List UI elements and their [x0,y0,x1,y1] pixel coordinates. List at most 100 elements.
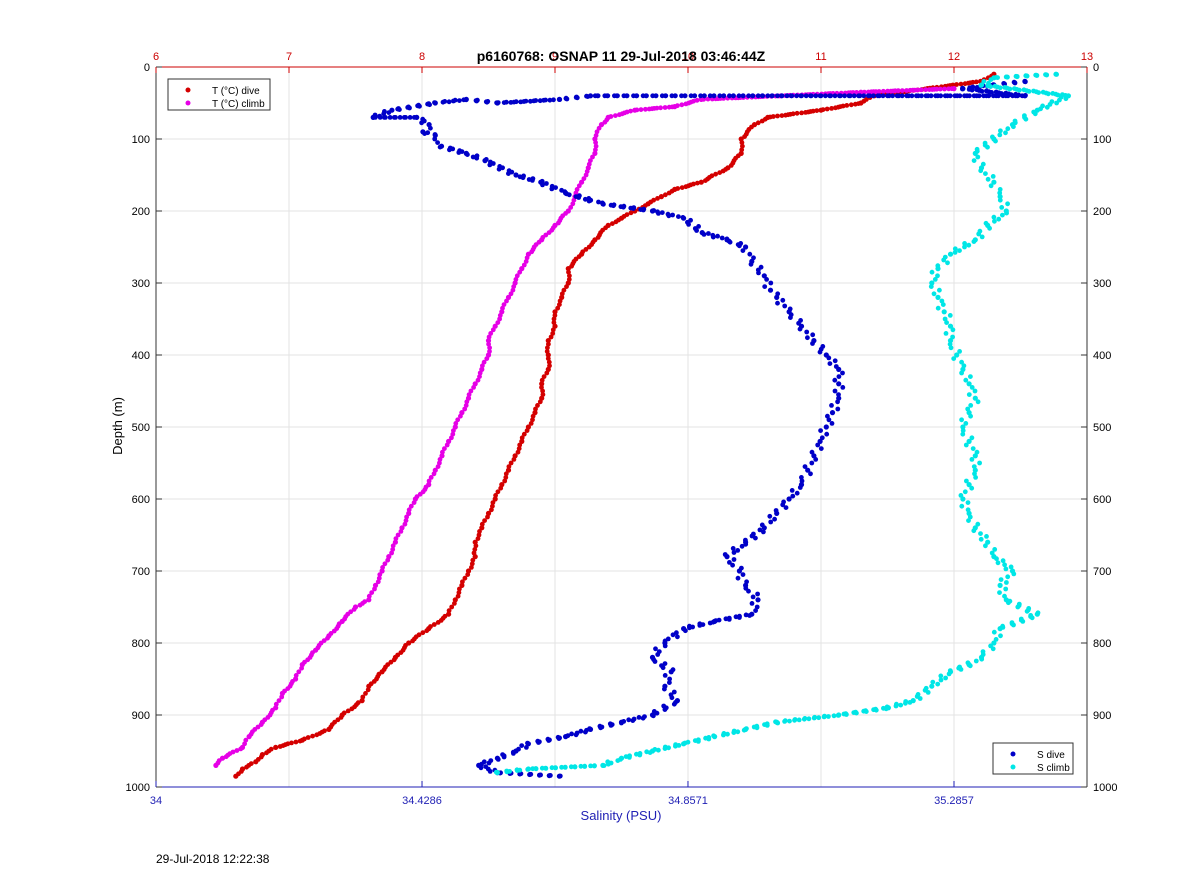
s-dive-point [818,428,823,433]
legend-salinity-box [992,742,1074,775]
s-climb-point [572,764,578,770]
t-dive-point [326,726,332,733]
s-dive-point [846,93,852,99]
y-tick-label-right: 200 [1093,206,1111,218]
s-dive-point [743,541,749,547]
s-climb-point [985,539,991,545]
s-dive-point [719,235,725,241]
t-dive-point [305,735,311,740]
t-dive-point [519,438,525,444]
s-dive-point [761,525,767,531]
t-climb-point [435,464,441,469]
t-dive-point [566,269,571,275]
t-climb-point [428,475,434,480]
plot-area: 0 0 100 100 200 200 300 300 400 400 500 500 600 600 70… [126,51,1118,807]
s-dive-point [563,734,569,740]
t-climb-point [885,88,890,94]
t-climb-point [596,125,602,131]
s-dive-point [736,93,742,99]
s-climb-point [943,331,949,336]
s-dive-point [511,751,516,756]
t-dive-point [521,431,527,437]
s-climb-point [741,727,747,733]
t-climb-point [583,172,589,178]
s-dive-point [829,410,836,416]
t-dive-point [366,683,372,689]
s-dive-point [530,178,535,183]
s-dive-point [549,186,555,192]
s-climb-point [592,763,597,769]
s-climb-point [615,758,621,763]
t-climb-point [628,108,633,114]
t-climb-point [404,514,409,520]
s-dive-point [524,745,529,750]
t-dive-point [505,467,512,473]
t-climb-point [519,266,525,272]
legend-temperature: T (°C) dive T (°C) climb [167,78,271,111]
s-dive-point [832,388,838,394]
t-dive-point [540,388,545,394]
s-dive-point [474,155,480,161]
s-climb-point [831,713,837,719]
s-dive-point [621,204,626,210]
s-climb-point [539,765,545,771]
t-dive-point [516,446,522,451]
s-climb-point [979,234,985,240]
s-dive-point [478,765,484,771]
s-dive-point [525,741,532,747]
s-climb-point [1006,600,1011,606]
t-climb-point [579,179,585,185]
s-dive-point [381,111,387,117]
t-dive-point [310,733,315,739]
s-climb-point [966,482,972,488]
s-dive-point [736,568,743,574]
s-dive-point [730,93,736,99]
t-climb-point [382,561,388,567]
t-climb-point [598,122,605,128]
t-dive-point [698,179,704,185]
t-climb-point [666,104,672,110]
s-dive-point [417,103,422,109]
s-dive-point [631,206,636,212]
t-climb-point [442,446,447,451]
t-dive-point [462,575,468,581]
t-climb-point [613,113,618,118]
s-climb-point [514,768,520,773]
s-climb-point [990,174,996,179]
t-dive-point [459,582,465,589]
series-s-climb [493,71,1071,776]
s-dive-point [662,686,667,692]
s-dive-point [667,676,672,682]
s-dive-point [671,701,677,707]
s-dive-point [829,403,834,408]
t-dive-point [545,338,551,344]
s-climb-point [1015,604,1021,610]
t-dive-point [492,496,498,502]
t-dive-point [349,706,355,712]
s-climb-point [997,197,1003,203]
t-climb-point [927,87,932,92]
t-climb-point [439,453,445,459]
t-dive-point [530,413,536,419]
legend-salinity-marker [1010,751,1016,757]
s-dive-point [1000,93,1006,99]
s-dive-point [832,358,838,364]
s-dive-point [835,399,840,405]
s-climb-point [947,323,954,329]
t-dive-point [717,170,723,176]
t-dive-point [794,110,800,116]
s-climb-point [959,359,964,365]
x-top-tick-label: 13 [1081,51,1093,63]
s-dive-point [662,661,668,666]
s-dive-point [810,341,815,346]
x-bottom-tick-label: 34.4286 [402,795,442,807]
y-tick-label-right: 1000 [1093,782,1117,794]
t-dive-point [473,543,479,549]
s-dive-point [566,192,572,198]
s-dive-point [749,601,755,606]
s-dive-point [717,93,723,99]
t-climb-point [638,107,644,112]
t-dive-point [498,485,504,491]
t-climb-point [377,572,383,577]
